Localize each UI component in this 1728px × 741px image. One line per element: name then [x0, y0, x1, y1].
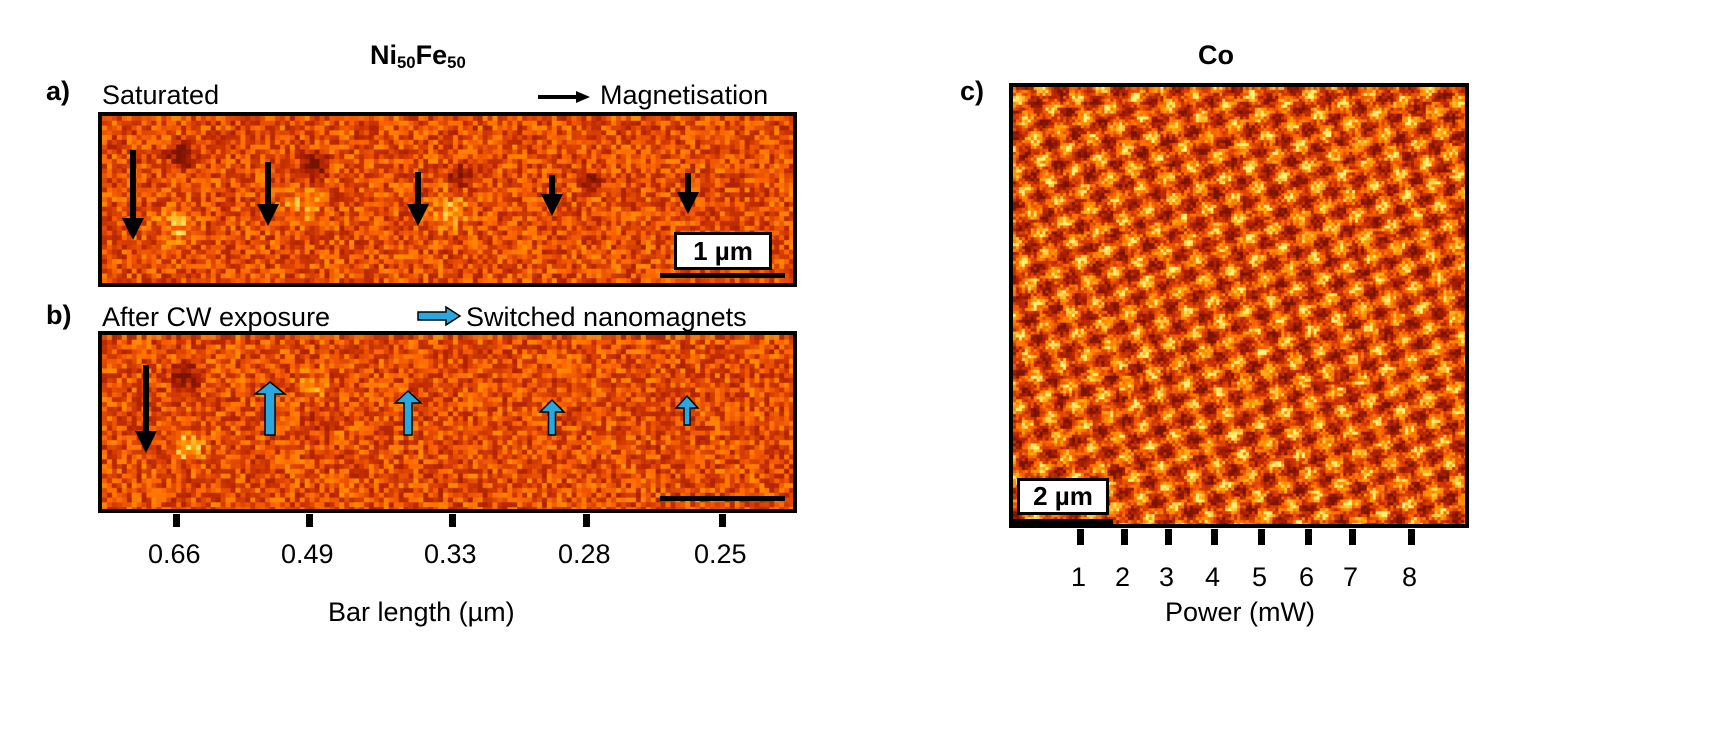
switched-arrow-icon	[395, 391, 421, 435]
panel-b-scale-bar	[660, 496, 785, 501]
left-axis-label: Bar length (µm)	[328, 599, 515, 626]
right-axis-tick	[1211, 529, 1218, 545]
magnetisation-arrow-icon	[407, 204, 429, 226]
right-axis-tick	[1408, 529, 1415, 545]
right-axis-label: Power (mW)	[1165, 599, 1315, 626]
right-axis-tick	[1349, 529, 1356, 545]
left-axis-tick	[306, 514, 313, 527]
figure: Ni50Fe50 Co a) Saturated Magnetisation b…	[0, 0, 1728, 741]
switched-arrow-icon	[540, 400, 564, 435]
right-axis-tick-label: 2	[1115, 564, 1130, 591]
magnetisation-arrow-icon	[541, 194, 563, 216]
left-axis-tick-label: 0.49	[281, 541, 334, 568]
right-axis-tick-label: 7	[1343, 564, 1358, 591]
magnetisation-arrow-icon	[257, 204, 279, 226]
right-axis-tick-label: 3	[1159, 564, 1174, 591]
magnetisation-arrow-icon	[677, 192, 699, 214]
right-axis-tick	[1258, 529, 1265, 545]
panel-c-scale-bar	[1013, 519, 1113, 524]
left-axis-tick-label: 0.33	[424, 541, 477, 568]
left-axis-tick-label: 0.25	[694, 541, 747, 568]
right-axis-tick-label: 5	[1252, 564, 1267, 591]
right-axis-tick	[1121, 529, 1128, 545]
right-axis-tick-label: 4	[1205, 564, 1220, 591]
switched-legend-arrow-icon	[418, 307, 460, 325]
magnetisation-legend-arrow-icon	[576, 91, 590, 103]
left-axis-tick	[173, 514, 180, 527]
left-axis-tick	[719, 514, 726, 527]
left-axis-tick-label: 0.28	[558, 541, 611, 568]
right-axis-tick	[1165, 529, 1172, 545]
switched-arrow-icon	[255, 382, 285, 435]
panel-a-scale-bar	[660, 273, 785, 278]
switched-arrow-icon	[676, 396, 698, 425]
unswitched-arrow-icon	[135, 431, 157, 453]
left-axis-tick	[449, 514, 456, 527]
right-axis-tick-label: 6	[1299, 564, 1314, 591]
panel-a-scale-label: 1 µm	[674, 232, 772, 270]
magnetisation-arrow-icon	[122, 218, 144, 240]
panel-c-scale-label: 2 µm	[1017, 478, 1109, 515]
right-axis-tick	[1305, 529, 1312, 545]
right-axis-tick	[1077, 529, 1084, 545]
overlay	[0, 0, 1728, 741]
right-axis-tick-label: 8	[1402, 564, 1417, 591]
left-axis-tick-label: 0.66	[148, 541, 201, 568]
left-axis-tick	[583, 514, 590, 527]
right-axis-tick-label: 1	[1071, 564, 1086, 591]
